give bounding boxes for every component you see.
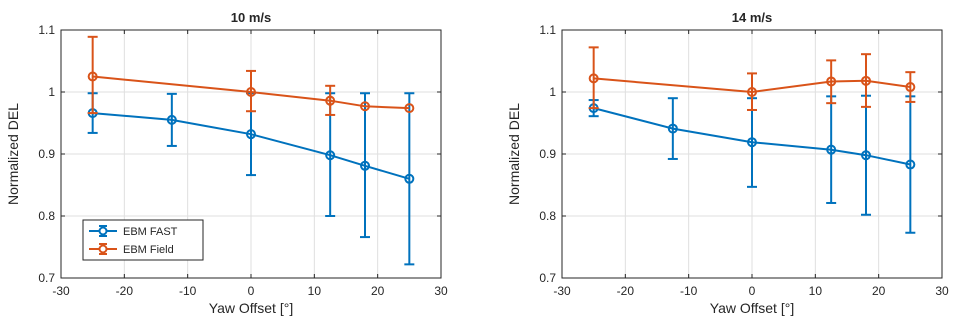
error-bar bbox=[747, 72, 757, 111]
chart-title: 14 m/s bbox=[732, 10, 772, 25]
legend-label: EBM Field bbox=[123, 244, 174, 256]
x-axis-label: Yaw Offset [°] bbox=[710, 300, 794, 316]
series-ebm-fast bbox=[588, 94, 916, 234]
data-point bbox=[905, 82, 916, 93]
series-ebm-field bbox=[588, 46, 916, 111]
error-bar bbox=[87, 35, 98, 115]
legend: EBM FAST EBM Field bbox=[82, 219, 204, 261]
y-tick-label: 0.9 bbox=[539, 147, 556, 161]
error-bar bbox=[861, 53, 871, 108]
data-point bbox=[360, 160, 370, 171]
data-point bbox=[404, 173, 415, 184]
data-point bbox=[325, 150, 336, 161]
data-point bbox=[404, 103, 415, 114]
data-point bbox=[747, 137, 757, 148]
data-point bbox=[360, 101, 370, 112]
data-point bbox=[861, 75, 871, 86]
series-line bbox=[92, 112, 410, 180]
data-point bbox=[667, 123, 678, 134]
error-bar bbox=[905, 71, 916, 103]
error-bar bbox=[360, 92, 370, 239]
data-point bbox=[861, 150, 871, 161]
y-tick-label: 1 bbox=[549, 85, 556, 99]
error-bar bbox=[325, 84, 336, 116]
x-tick-label: 0 bbox=[248, 284, 255, 298]
x-tick-label: 10 bbox=[308, 284, 322, 298]
x-tick-label: 20 bbox=[872, 284, 886, 298]
legend-entry: EBM Field bbox=[89, 243, 174, 256]
data-point bbox=[87, 71, 98, 82]
y-tick-label: 0.8 bbox=[38, 209, 55, 223]
x-tick-label: -30 bbox=[52, 284, 70, 298]
y-axis-label: Normalized DEL bbox=[5, 103, 21, 205]
x-tick-label: -30 bbox=[553, 284, 571, 298]
data-point bbox=[826, 144, 837, 155]
chart-title: 10 m/s bbox=[231, 10, 271, 25]
series-ebm-field bbox=[87, 35, 415, 116]
y-tick-label: 0.8 bbox=[539, 209, 556, 223]
data-point bbox=[826, 76, 837, 87]
error-bar bbox=[588, 46, 599, 110]
error-bar bbox=[826, 59, 837, 105]
y-tick-label: 0.7 bbox=[38, 271, 55, 285]
x-axis-label: Yaw Offset [°] bbox=[209, 300, 293, 316]
y-axis-label: Normalized DEL bbox=[506, 103, 522, 205]
y-tick-label: 0.9 bbox=[38, 147, 55, 161]
x-tick-label: 0 bbox=[749, 284, 756, 298]
y-tick-label: 1.1 bbox=[38, 23, 55, 37]
y-tick-label: 0.7 bbox=[539, 271, 556, 285]
legend-label: EBM FAST bbox=[123, 226, 178, 238]
error-bar bbox=[667, 97, 678, 160]
x-tick-label: 30 bbox=[434, 284, 448, 298]
error-bar bbox=[166, 92, 177, 147]
legend-entry: EBM FAST bbox=[89, 225, 178, 238]
y-tick-label: 1.1 bbox=[539, 23, 556, 37]
legend-marker bbox=[98, 226, 108, 236]
x-tick-label: 20 bbox=[371, 284, 385, 298]
x-tick-label: -20 bbox=[617, 284, 635, 298]
data-point bbox=[747, 87, 757, 97]
x-tick-label: 30 bbox=[935, 284, 949, 298]
data-point bbox=[246, 87, 256, 97]
chart-panel-1: -30 -20 -10 0 10 20 30 0.7 0.8 0.9 1 1.1 10 m/s Yaw O… bbox=[5, 10, 448, 316]
data-point bbox=[246, 129, 256, 140]
x-tick-label: -10 bbox=[179, 284, 197, 298]
x-tick-label: -10 bbox=[680, 284, 698, 298]
error-bar bbox=[246, 69, 256, 113]
data-point bbox=[325, 95, 336, 106]
x-tick-label: -20 bbox=[116, 284, 134, 298]
data-point bbox=[905, 159, 916, 170]
data-point bbox=[588, 73, 599, 84]
data-point bbox=[166, 114, 177, 125]
series-line bbox=[593, 107, 911, 166]
x-tick-label: 10 bbox=[809, 284, 823, 298]
legend-marker bbox=[98, 244, 108, 254]
y-tick-label: 1 bbox=[48, 85, 55, 99]
error-bar bbox=[404, 92, 415, 266]
chart-panel-2: -30 -20 -10 0 10 20 30 0.7 0.8 0.9 1 1.1 14 m/s Yaw O… bbox=[506, 10, 949, 316]
